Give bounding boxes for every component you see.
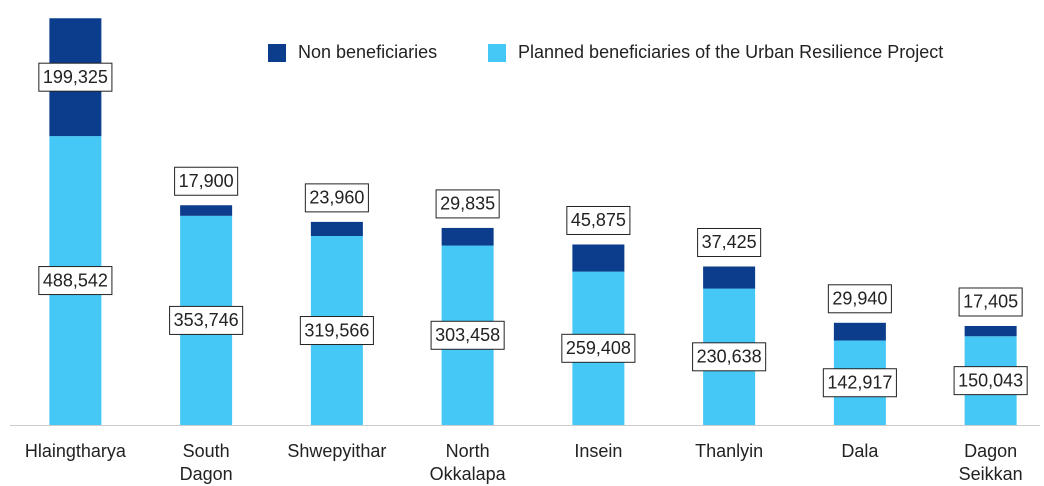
bar-segment [964,325,1017,337]
value-label-box [697,227,762,257]
value-label: 37,425 [702,232,757,252]
value-label-box [822,368,897,398]
value-label: 17,900 [179,171,234,191]
value-label: 303,458 [435,325,500,345]
x-tick-label: South [183,441,230,461]
value-label: 319,566 [304,320,369,340]
value-label-box [958,287,1023,317]
value-label-box [38,266,113,296]
bar-segment [572,244,625,272]
value-label-box [953,366,1028,396]
bar-segment [310,221,363,237]
x-tick-label: Thanlyin [695,441,763,461]
value-label: 230,638 [697,347,762,367]
x-tick-label: Hlaingtharya [25,441,127,461]
x-tick-label: Dagon [180,464,233,484]
bar-segment [180,205,233,216]
value-label-box [299,316,374,346]
x-tick-label: Dagon [964,441,1017,461]
value-label: 17,405 [963,292,1018,312]
value-label-box [38,62,113,92]
legend-swatch [488,44,506,62]
value-label-box [435,189,500,219]
value-label: 29,835 [440,194,495,214]
x-tick-label: Dala [841,441,879,461]
value-label-box [692,342,767,372]
value-label: 142,917 [827,372,892,392]
value-label-box [304,183,369,213]
value-label: 353,746 [174,310,239,330]
bar-segment [703,266,756,289]
bar-segment [441,227,494,246]
legend-label: Planned beneficiaries of the Urban Resil… [518,42,943,62]
x-tick-label: Seikkan [959,464,1023,484]
legend-label: Non beneficiaries [298,42,437,62]
value-label: 259,408 [566,338,631,358]
legend-swatch [268,44,286,62]
value-label-box [566,205,631,235]
value-label-box [174,166,239,196]
x-tick-label: Shwepyithar [287,441,386,461]
value-label-box [430,320,505,350]
value-label: 488,542 [43,270,108,290]
bar-segment [833,322,886,341]
value-label-box [827,284,892,314]
value-label-box [169,305,244,335]
value-label: 199,325 [43,67,108,87]
value-label: 150,043 [958,370,1023,390]
x-tick-label: Insein [574,441,622,461]
value-label: 23,960 [309,188,364,208]
value-label: 45,875 [571,210,626,230]
value-label: 29,940 [832,289,887,309]
value-label-box [561,333,636,363]
x-tick-label: North [446,441,490,461]
x-tick-label: Okkalapa [430,464,507,484]
